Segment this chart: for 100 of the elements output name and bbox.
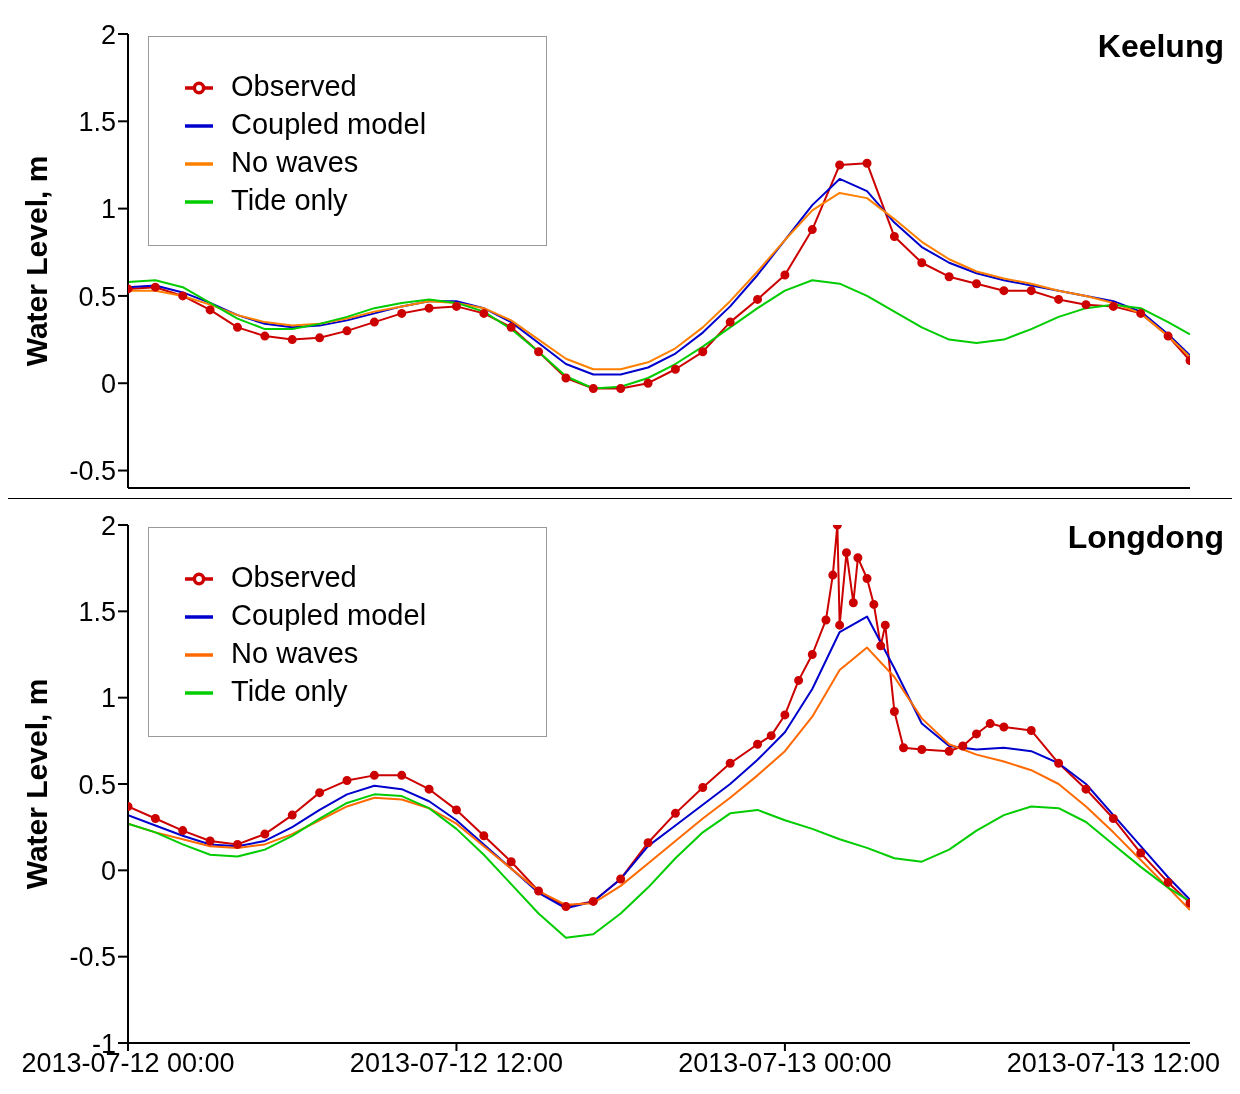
legend-label: Tide only: [231, 675, 348, 707]
chart-title: Keelung: [1097, 28, 1224, 65]
point: [944, 272, 954, 282]
point: [1163, 331, 1173, 341]
point: [178, 826, 188, 836]
point: [780, 710, 790, 720]
point: [835, 160, 845, 170]
point: [232, 839, 242, 849]
point: [794, 675, 804, 685]
point: [616, 874, 626, 884]
y-axis-title: Water Level, m: [19, 155, 53, 367]
point: [889, 706, 899, 716]
x-tick-label: 2013-07-12 12:00: [349, 1048, 564, 1079]
point: [287, 810, 297, 820]
point: [753, 739, 763, 749]
point: [753, 294, 763, 304]
point: [828, 570, 838, 580]
point: [534, 347, 544, 357]
y-tick-label: 0: [100, 855, 116, 886]
legend-label: No waves: [231, 146, 359, 178]
point: [424, 303, 434, 313]
point: [424, 784, 434, 794]
point: [1136, 848, 1146, 858]
point: [643, 378, 653, 388]
point: [999, 722, 1009, 732]
x-tick-label: 2013-07-13 00:00: [678, 1048, 892, 1079]
point: [1108, 301, 1118, 311]
point: [670, 364, 680, 374]
point: [588, 383, 598, 393]
point: [780, 270, 790, 280]
point: [1054, 758, 1064, 768]
point: [821, 615, 831, 625]
legend-label: Coupled model: [231, 108, 427, 140]
point: [287, 335, 297, 345]
point: [479, 831, 489, 841]
y-tick-label: 1.5: [78, 106, 116, 137]
point: [1108, 814, 1118, 824]
point: [451, 805, 461, 815]
point: [841, 548, 851, 558]
point: [561, 902, 571, 912]
point: [260, 829, 270, 839]
point: [1081, 300, 1091, 310]
y-tick-label: 0.5: [78, 769, 116, 800]
point: [807, 225, 817, 235]
y-tick-label: -0.5: [69, 942, 116, 973]
point: [506, 857, 516, 867]
point: [616, 383, 626, 393]
y-axis-title: Water Level, m: [19, 678, 53, 890]
point: [848, 598, 858, 608]
point: [670, 808, 680, 818]
point: [451, 301, 461, 311]
point: [725, 317, 735, 327]
point: [1136, 308, 1146, 318]
legend-label: Tide only: [231, 184, 348, 216]
point: [397, 308, 407, 318]
point: [880, 620, 890, 630]
point: [1026, 286, 1036, 296]
point: [315, 333, 325, 343]
point: [835, 620, 845, 630]
x-tick-label: 2013-07-13 12:00: [1006, 1048, 1220, 1079]
point: [944, 746, 954, 756]
point: [1026, 725, 1036, 735]
point: [561, 373, 571, 383]
point: [807, 650, 817, 659]
point: [342, 776, 352, 786]
point: [150, 282, 160, 292]
point: [725, 758, 735, 768]
point: [1163, 877, 1173, 887]
point: [1054, 294, 1064, 304]
point: [342, 326, 352, 336]
point: [178, 291, 188, 301]
point: [889, 232, 899, 242]
point: [862, 574, 872, 584]
point: [205, 836, 215, 846]
y-tick-label: 2: [100, 510, 116, 541]
legend-label: Observed: [231, 561, 357, 593]
point: [534, 886, 544, 896]
point: [643, 838, 653, 848]
y-tick-label: 1: [100, 194, 116, 225]
point: [506, 322, 516, 332]
point: [369, 770, 379, 780]
chart-title: Longdong: [1067, 519, 1224, 556]
point: [862, 158, 872, 168]
point: [260, 331, 270, 341]
point: [869, 599, 879, 609]
point: [876, 641, 886, 651]
point: [588, 896, 598, 906]
point: [972, 729, 982, 739]
point: [698, 782, 708, 792]
point: [972, 279, 982, 289]
y-tick-label: -0.5: [69, 456, 116, 487]
legend-label: Coupled model: [231, 599, 427, 631]
point: [698, 347, 708, 357]
line-series: [128, 793, 1190, 939]
point: [853, 553, 863, 563]
point: [232, 322, 242, 332]
point: [999, 286, 1009, 296]
point: [899, 743, 909, 753]
point: [917, 258, 927, 268]
y-tick-label: 2: [100, 19, 116, 50]
